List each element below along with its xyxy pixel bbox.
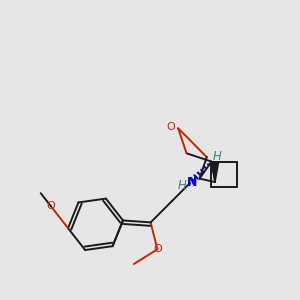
Text: H: H xyxy=(213,150,221,163)
Text: O: O xyxy=(167,122,176,132)
Polygon shape xyxy=(212,163,218,182)
Text: H: H xyxy=(178,178,186,192)
Text: N: N xyxy=(187,176,197,189)
Text: O: O xyxy=(46,201,55,211)
Text: O: O xyxy=(153,244,162,254)
